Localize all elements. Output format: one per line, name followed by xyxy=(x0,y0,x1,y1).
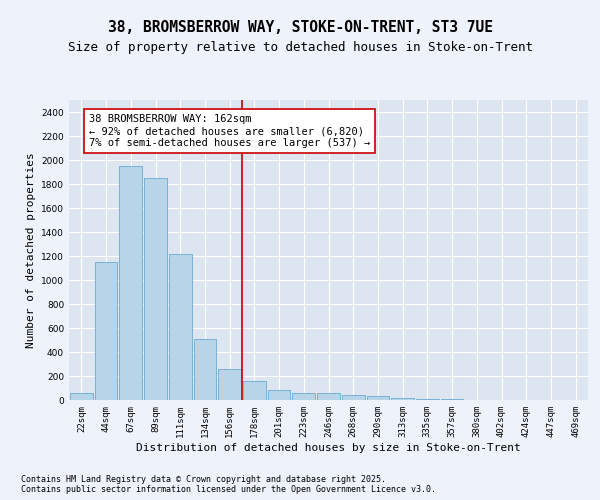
Text: 38 BROMSBERROW WAY: 162sqm
← 92% of detached houses are smaller (6,820)
7% of se: 38 BROMSBERROW WAY: 162sqm ← 92% of deta… xyxy=(89,114,370,148)
Text: Size of property relative to detached houses in Stoke-on-Trent: Size of property relative to detached ho… xyxy=(67,41,533,54)
Bar xyxy=(416,399,439,400)
Bar xyxy=(243,382,266,400)
Bar xyxy=(367,396,389,400)
X-axis label: Distribution of detached houses by size in Stoke-on-Trent: Distribution of detached houses by size … xyxy=(136,442,521,452)
Bar xyxy=(144,178,167,400)
Bar xyxy=(218,369,241,400)
Bar xyxy=(70,393,93,400)
Text: Contains HM Land Registry data © Crown copyright and database right 2025.: Contains HM Land Registry data © Crown c… xyxy=(21,474,386,484)
Y-axis label: Number of detached properties: Number of detached properties xyxy=(26,152,35,348)
Text: 38, BROMSBERROW WAY, STOKE-ON-TRENT, ST3 7UE: 38, BROMSBERROW WAY, STOKE-ON-TRENT, ST3… xyxy=(107,20,493,35)
Bar xyxy=(391,398,414,400)
Bar xyxy=(95,262,118,400)
Bar xyxy=(292,393,315,400)
Bar xyxy=(317,394,340,400)
Bar xyxy=(194,339,216,400)
Bar xyxy=(169,254,191,400)
Text: Contains public sector information licensed under the Open Government Licence v3: Contains public sector information licen… xyxy=(21,486,436,494)
Bar xyxy=(342,394,365,400)
Bar xyxy=(119,166,142,400)
Bar xyxy=(268,390,290,400)
